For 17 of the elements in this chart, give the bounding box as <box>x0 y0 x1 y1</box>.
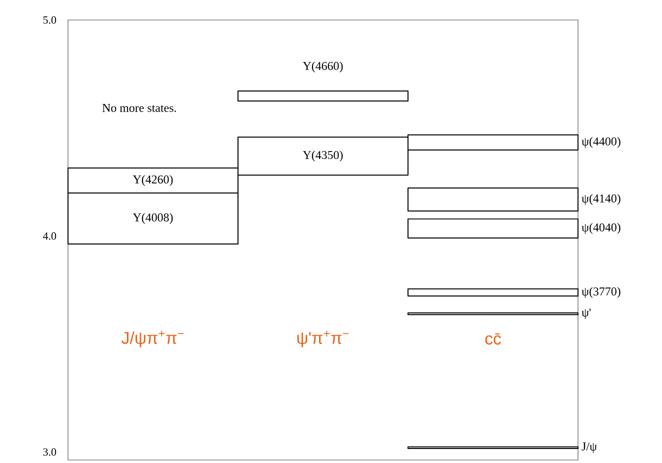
series-label: ψ(4140) <box>582 194 620 205</box>
y-tick-label: 3.0 <box>43 448 56 456</box>
series-label: ψ(3770) <box>582 287 620 298</box>
x-tick-label: ψ'π$^{+}$π$^{−}$ <box>297 330 349 348</box>
series-label: ψ(4400) <box>582 137 620 148</box>
series-label: ψ' <box>582 308 591 319</box>
series-label: Y(4260) <box>132 175 173 186</box>
y-tick-label: 5.0 <box>43 16 56 24</box>
series-label: J/ψ <box>582 442 597 453</box>
annotation: No more states. <box>102 104 176 112</box>
y-tick-label: 4.0 <box>43 232 56 240</box>
series-label: ψ(4040) <box>582 223 620 234</box>
x-tick-label: J/ψπ$^{+}$π$^{−}$ <box>122 330 184 348</box>
series-label: Y(4660) <box>302 62 343 72</box>
x-tick-label: cc̄ <box>485 333 502 345</box>
series-label: Y(4008) <box>132 213 173 224</box>
series-label: Y(4350) <box>302 150 343 162</box>
